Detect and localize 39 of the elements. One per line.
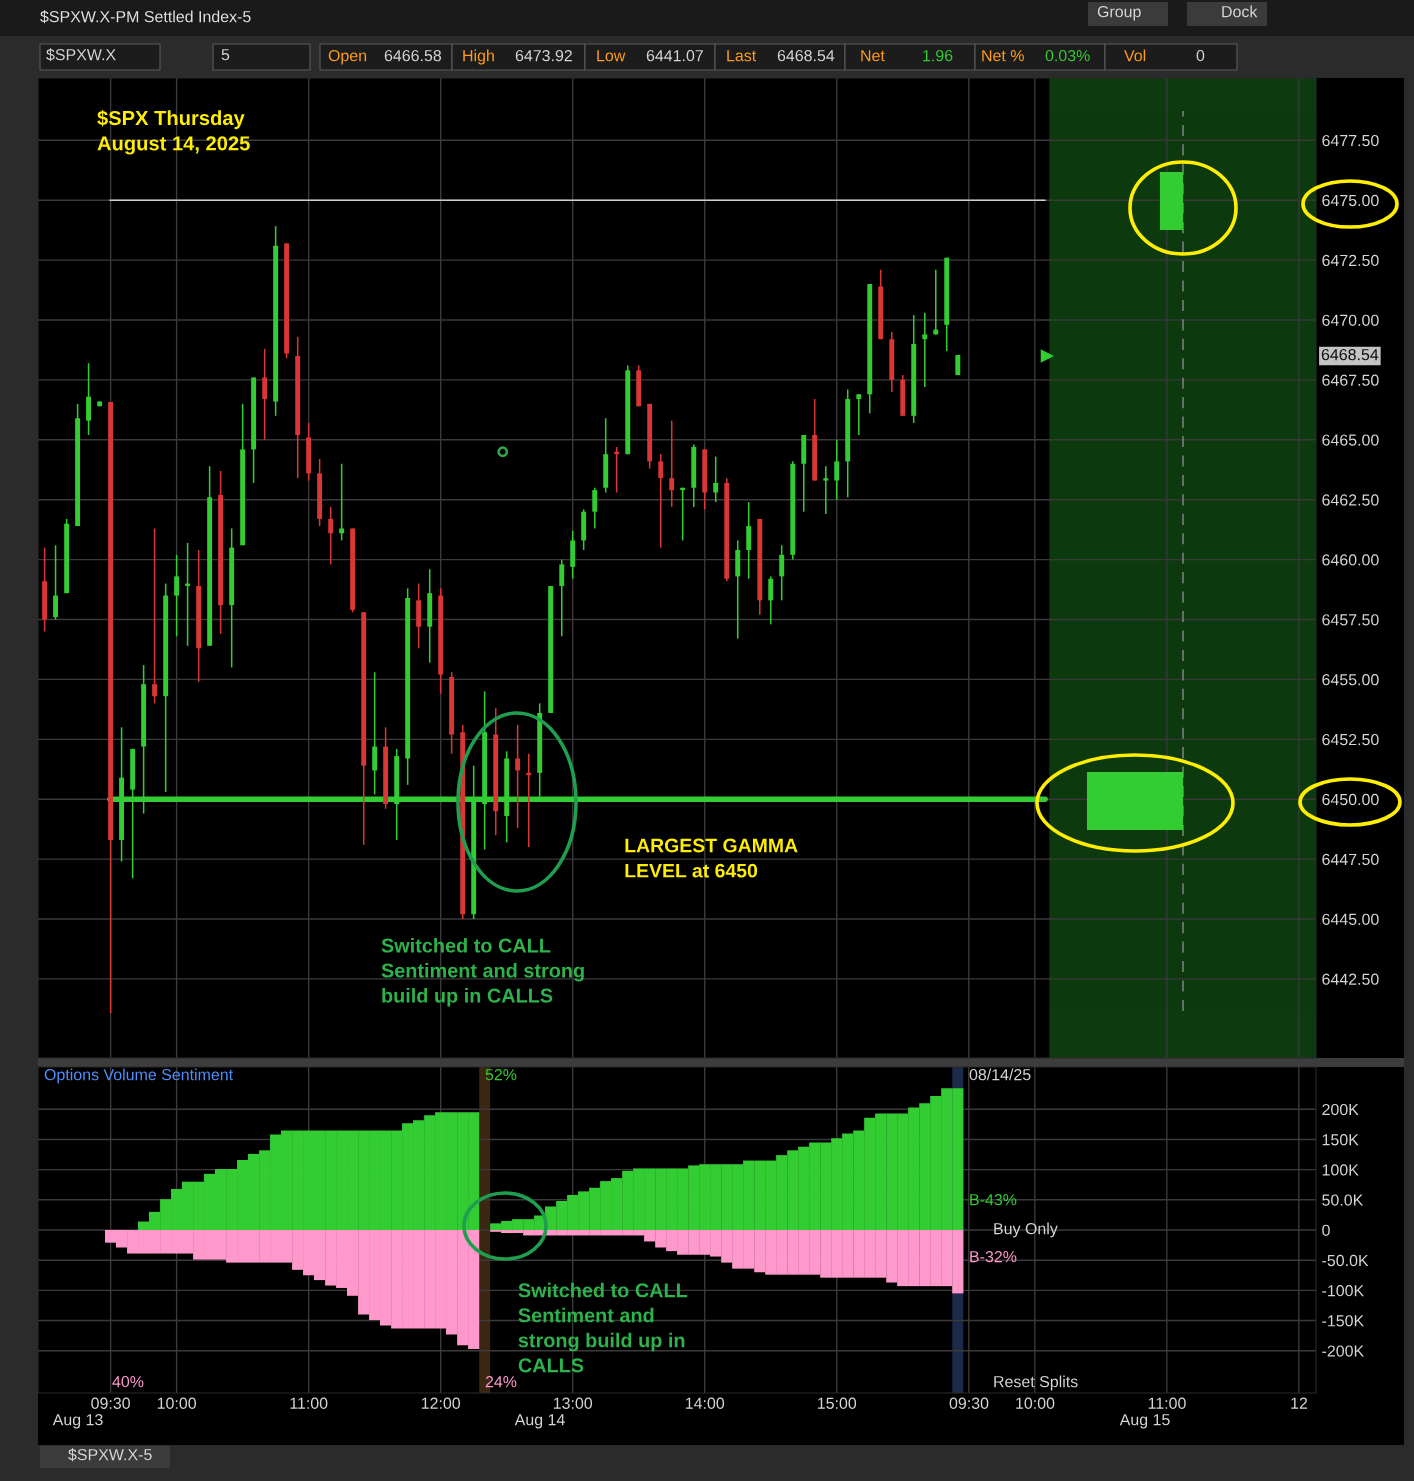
y-tick-label: 6460.00	[1322, 554, 1379, 566]
y-tick-label: 6452.50	[1322, 733, 1379, 746]
y-tick-label: 6462.50	[1322, 494, 1379, 506]
chart-title: $SPXW.X-PM Settled Index-5	[40, 10, 251, 24]
annotation: LARGEST GAMMA LEVEL at 6450	[625, 838, 798, 878]
annotation: $SPX Thursday August 14, 2025	[97, 110, 250, 155]
y-tick-label: 6477.50	[1322, 134, 1379, 147]
y-tick-label: 6470.00	[1322, 314, 1379, 326]
text: 0	[1196, 49, 1205, 62]
text: 6473.92	[515, 49, 572, 62]
y-tick-label: 6465.00	[1322, 434, 1379, 446]
y-tick-label: 6447.50	[1322, 853, 1379, 866]
text: 6468.54	[777, 49, 835, 62]
text: High	[463, 49, 494, 65]
text: Open	[328, 49, 367, 65]
text: 6468.54	[1321, 348, 1379, 361]
y-tick-label: 6442.50	[1322, 973, 1379, 985]
y-tick-label: 6455.00	[1322, 674, 1379, 686]
annotation: Switched to CALL Sentiment and strong build up in CALLS	[381, 938, 584, 1007]
text: $SPXW.X-5	[68, 1448, 152, 1462]
y-tick-label: 6475.00	[1322, 194, 1379, 207]
y-tick-label: 6472.50	[1322, 254, 1379, 267]
text: Last	[727, 50, 757, 62]
text: 5	[221, 49, 230, 61]
text: Group	[1097, 5, 1141, 21]
text: Vol	[1124, 49, 1146, 62]
text: $SPXW.X	[46, 48, 116, 62]
text: Low	[597, 50, 626, 62]
y-tick-label: 6450.00	[1322, 793, 1379, 806]
text: 0.03%	[1045, 49, 1090, 62]
text: 6441.07	[646, 49, 703, 62]
text: Net	[861, 50, 885, 62]
text: Net %	[982, 50, 1024, 62]
text: 6466.58	[384, 49, 442, 62]
y-tick-label: 6445.00	[1322, 913, 1379, 925]
text: Dock	[1222, 5, 1258, 18]
y-tick-label: 6457.50	[1322, 614, 1379, 626]
text: 1.96	[923, 49, 953, 62]
y-tick-label: 6467.50	[1322, 374, 1379, 386]
